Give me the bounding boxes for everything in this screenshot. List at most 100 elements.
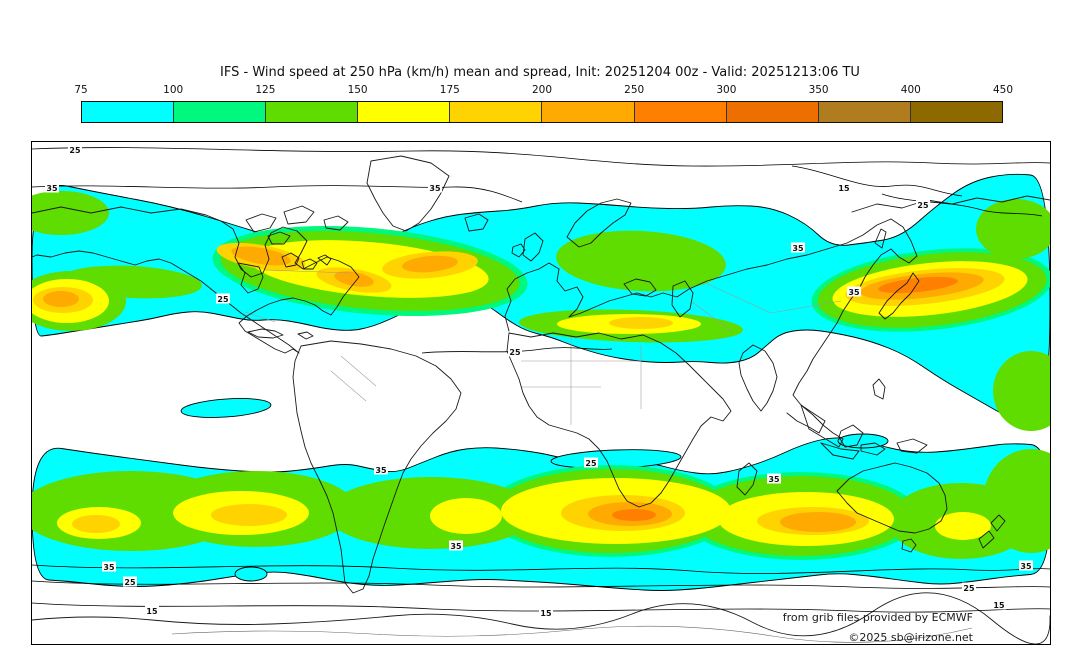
colorbar-tick-label: 350: [808, 84, 829, 96]
contour-label: 35: [450, 542, 462, 551]
wind-blob-green: [32, 191, 109, 235]
colorbar-segment: [82, 102, 174, 122]
south-america-coast: [292, 340, 462, 594]
wind-blob-green: [993, 351, 1050, 431]
colorbar-tick-label: 150: [347, 84, 368, 96]
contour-label: 35: [429, 184, 441, 193]
madagascar-coast: [736, 462, 758, 496]
wind-blob-orange: [780, 512, 856, 532]
contour-label: 25: [69, 146, 81, 155]
spread-contour-layer: [32, 147, 1050, 613]
wind-blob-green: [556, 230, 726, 292]
wind-fill-layer-dark-orange: [612, 276, 958, 521]
contour-label-box: [791, 242, 805, 253]
contour-label-box: [962, 582, 976, 593]
colorbar-segment: [173, 102, 266, 122]
contour-label-box: [847, 286, 861, 297]
contour-label-box: [45, 182, 59, 193]
hudson-bay-coast: [237, 262, 264, 294]
contour-label-box: [102, 561, 116, 572]
contour-label: 25: [917, 201, 929, 210]
contour-label-box: [916, 199, 930, 210]
arctic-islands: [245, 205, 349, 245]
indonesia-philippines: [820, 378, 928, 460]
contour-label: 25: [217, 295, 229, 304]
contour-label: 35: [103, 563, 115, 572]
colorbar-segment: [265, 102, 358, 122]
colorbar-tick-label: 175: [439, 84, 460, 96]
wind-blob-gold: [72, 515, 120, 533]
contour-label: 15: [993, 601, 1005, 610]
wind-blob-yellow: [935, 512, 991, 540]
country-border-layer: [244, 269, 842, 425]
wind-blob-dorange: [878, 276, 958, 294]
contour-label: 25: [509, 348, 521, 357]
asia-coast: [688, 218, 918, 434]
colorbar-tick-label: 250: [624, 84, 645, 96]
caribbean-islands: [247, 328, 314, 340]
colorbar-tick-label: 300: [716, 84, 737, 96]
world-map: 25 35 35 25 15 25 35 35 25 35 25 35 35 35 25 15 15 35 25 15…: [31, 141, 1051, 645]
wind-blob-orange: [231, 246, 291, 266]
colorbar-segment: [633, 102, 726, 122]
british-isles-coast: [511, 232, 544, 262]
contour-label: 35: [375, 466, 387, 475]
antarctica-ice-edge: [171, 625, 973, 643]
attribution-copyright: ©2025 sb@irizone.net: [848, 631, 973, 644]
wind-patch: [234, 566, 268, 582]
wind-blob-orange: [43, 291, 79, 307]
colorbar-tick-label: 125: [255, 84, 276, 96]
wind-blob-orange: [334, 271, 374, 287]
australia-coast: [836, 462, 948, 553]
contour-label-layer: 25 35 35 25 15 25 35 35 25 35 25 35 35 35 25 15 15 35 25 15: [45, 144, 1033, 618]
colorbar-tick-label: 450: [992, 84, 1014, 96]
contour-label-box: [145, 605, 159, 616]
north-jet-band: [32, 173, 1050, 425]
wind-blob-green: [976, 199, 1050, 259]
colorbar: [81, 101, 1003, 123]
contour-label-box: [428, 182, 442, 193]
wind-patch: [180, 398, 272, 418]
contour-label: 15: [146, 607, 158, 616]
colorbar-segment: [725, 102, 818, 122]
contour-label: 35: [768, 475, 780, 484]
wind-fill-layer-orange: [43, 246, 984, 532]
colorbar-segment: [449, 102, 542, 122]
colorbar-segment: [357, 102, 450, 122]
great-lakes: [281, 252, 332, 270]
contour-label-box: [539, 607, 553, 618]
contour-label: 25: [963, 584, 975, 593]
contour-label-box: [508, 346, 522, 357]
attribution-source: from grib files provided by ECMWF: [782, 611, 973, 624]
southeast-asia-coast: [800, 404, 844, 448]
contour-label-box: [1019, 560, 1033, 571]
contour-label: 35: [1020, 562, 1032, 571]
wind-speed-map-canvas: 25 35 35 25 15 25 35 35 25 35 25 35 35 35 25 15 15 35 25 15: [32, 144, 1050, 644]
colorbar-tick-label: 200: [531, 84, 553, 96]
contour-label: 15: [838, 184, 850, 193]
contour-label: 15: [540, 609, 552, 618]
contour-label: 35: [46, 184, 58, 193]
colorbar-tick-label: 100: [163, 84, 184, 96]
colorbar-segment: [541, 102, 634, 122]
black-caspian-seas: [623, 278, 694, 318]
contour-label: 35: [792, 244, 804, 253]
scandinavia-coast: [566, 198, 632, 248]
colorbar-tick-labels: 75 100 125 150 175 200 250 300 350 400 450: [74, 84, 1013, 98]
chart-title: IFS - Wind speed at 250 hPa (km/h) mean …: [220, 65, 860, 80]
coastline-layer: [32, 155, 1050, 644]
contour-label: 25: [585, 459, 597, 468]
colorbar-segment: [909, 102, 1002, 122]
colorbar-segment: [817, 102, 910, 122]
contour-label-box: [374, 464, 388, 475]
colorbar-tick-label: 400: [900, 84, 921, 96]
contour-label-box: [216, 293, 230, 304]
new-zealand-coast: [978, 514, 1006, 549]
india-coast: [738, 344, 778, 412]
wind-blob-orange: [402, 255, 458, 273]
europe-coast: [504, 262, 690, 332]
wind-blob-gold: [609, 317, 673, 329]
contour-label: 35: [848, 288, 860, 297]
contour-label-box: [449, 540, 463, 551]
